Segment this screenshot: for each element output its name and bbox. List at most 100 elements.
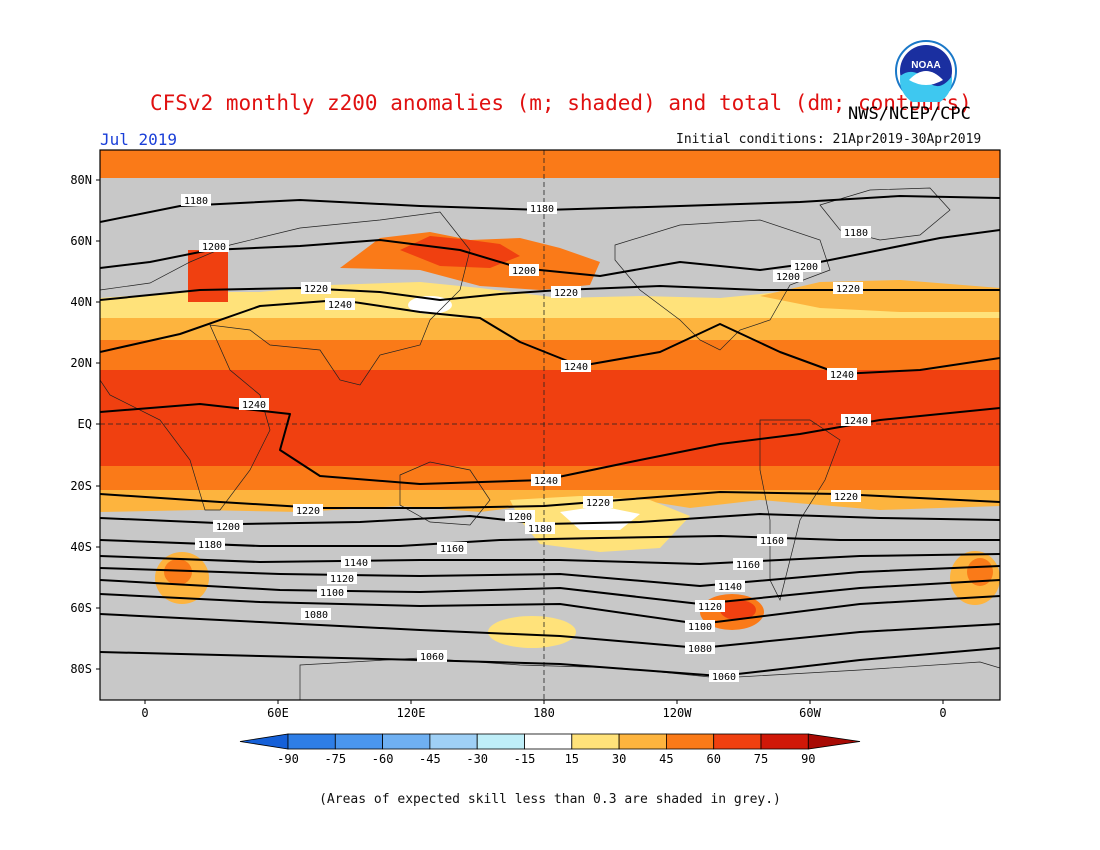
contour-label: 1080	[304, 610, 328, 621]
contour-label-bg	[417, 650, 447, 662]
colorbar-label: 60	[706, 752, 720, 766]
contour-label-bg	[733, 558, 763, 570]
anomaly-south-atlantic-core	[164, 559, 192, 585]
contour-label-bg	[841, 226, 871, 238]
lon-tick-label: 120W	[663, 706, 693, 720]
contour-label: 1180	[844, 228, 868, 239]
colorbar-segment	[760, 733, 809, 750]
contour-label-bg	[325, 298, 355, 310]
lon-tick-label: 60W	[799, 706, 821, 720]
contour-line	[100, 593, 1000, 625]
contour-label: 1060	[420, 652, 444, 663]
contour-label-bg	[827, 368, 857, 380]
contour-label-bg	[317, 586, 347, 598]
lat-tick-label: 20N	[70, 356, 92, 370]
contour-label-bg	[833, 282, 863, 294]
contour-line	[100, 553, 1000, 565]
contour-line	[100, 535, 1000, 547]
contour-label-bg	[239, 398, 269, 410]
contour-label-bg	[531, 474, 561, 486]
lat-tick-label: 40N	[70, 295, 92, 309]
contour-label-bg	[551, 286, 581, 298]
contour-label-bg	[437, 542, 467, 554]
coastline-eurasia-africa	[100, 211, 471, 511]
contour-label: 1220	[834, 492, 858, 503]
contour-label: 1120	[330, 574, 354, 585]
contour-label-bg	[195, 538, 225, 550]
contour-label: 1160	[736, 560, 760, 571]
contour-label: 1220	[836, 284, 860, 295]
contour-label: 1220	[586, 498, 610, 509]
lat-tick-label: 80N	[70, 173, 92, 187]
contour-label-bg	[709, 670, 739, 682]
contour-label-bg	[685, 642, 715, 654]
lat-tick-label: 80S	[70, 662, 92, 676]
contour-label-bg	[757, 534, 787, 546]
contour-label: 1180	[530, 204, 554, 215]
anomaly-ross-sea	[488, 616, 576, 648]
colorbar-label: -30	[466, 752, 488, 766]
contour-label: 1120	[698, 602, 722, 613]
contour-label: 1240	[830, 370, 854, 381]
contour-line	[100, 579, 1000, 605]
contour-label: 1160	[760, 536, 784, 547]
contour-label-bg	[791, 260, 821, 272]
colorbar: -90 -75 -60 -45 -30 -15 15 30 45 60 75 90	[239, 733, 861, 766]
colorbar-min-arrow	[239, 733, 289, 750]
agency-label: NWS/NCEP/CPC	[848, 104, 971, 124]
skill-footnote: (Areas of expected skill less than 0.3 a…	[319, 792, 781, 807]
colorbar-segment	[524, 733, 573, 750]
lon-tick-label: 0	[939, 706, 946, 720]
initial-conditions: Initial conditions: 21Apr2019-30Apr2019	[676, 132, 982, 147]
anomaly-arctic	[100, 150, 1000, 178]
forecast-month: Jul 2019	[100, 130, 178, 149]
contour-label: 1240	[564, 362, 588, 373]
contour-label-bg	[841, 414, 871, 426]
contour-label-bg	[527, 202, 557, 214]
colorbar-segment	[571, 733, 620, 750]
colorbar-segment	[618, 733, 667, 750]
lon-tick-label: 180	[533, 706, 555, 720]
contour-label-bg	[341, 556, 371, 568]
contour-line	[100, 565, 1000, 587]
contour-label-bg	[773, 270, 803, 282]
colorbar-segment	[287, 733, 336, 750]
colorbar-label: -45	[419, 752, 441, 766]
colorbar-label: 15	[565, 752, 579, 766]
colorbar-label: 45	[659, 752, 673, 766]
contour-label: 1240	[242, 400, 266, 411]
contour-label: 1200	[202, 242, 226, 253]
logo-text: NOAA	[911, 60, 940, 71]
lat-tick-label: 60N	[70, 234, 92, 248]
colorbar-segment	[429, 733, 478, 750]
contour-label-bg	[293, 504, 323, 516]
contour-label-bg	[301, 608, 331, 620]
low-skill-north	[100, 178, 1000, 196]
chart-title: CFSv2 monthly z200 anomalies (m; shaded)…	[150, 91, 972, 115]
colorbar-max-arrow	[807, 733, 861, 750]
lat-tick-label: 20S	[70, 479, 92, 493]
colorbar-segment	[666, 733, 715, 750]
contour-label-bg	[685, 620, 715, 632]
lat-tick-label: 60S	[70, 601, 92, 615]
colorbar-label: 30	[612, 752, 626, 766]
contour-label-bg	[301, 282, 331, 294]
contour-label: 1200	[794, 262, 818, 273]
contour-label-bg	[327, 572, 357, 584]
contour-label: 1160	[440, 544, 464, 555]
anomaly-southeast-pacific-core	[720, 600, 756, 620]
lat-tick-label: EQ	[78, 417, 92, 431]
contour-label: 1220	[296, 506, 320, 517]
colorbar-segment	[334, 733, 383, 750]
contour-label: 1200	[508, 512, 532, 523]
coastline-north-america	[614, 219, 831, 351]
colorbar-label: -75	[324, 752, 346, 766]
contour-label: 1100	[320, 588, 344, 599]
colorbar-segment	[382, 733, 431, 750]
contour-label-bg	[199, 240, 229, 252]
contour-label: 1240	[844, 416, 868, 427]
contour-label: 1240	[328, 300, 352, 311]
contour-label: 1140	[344, 558, 368, 569]
